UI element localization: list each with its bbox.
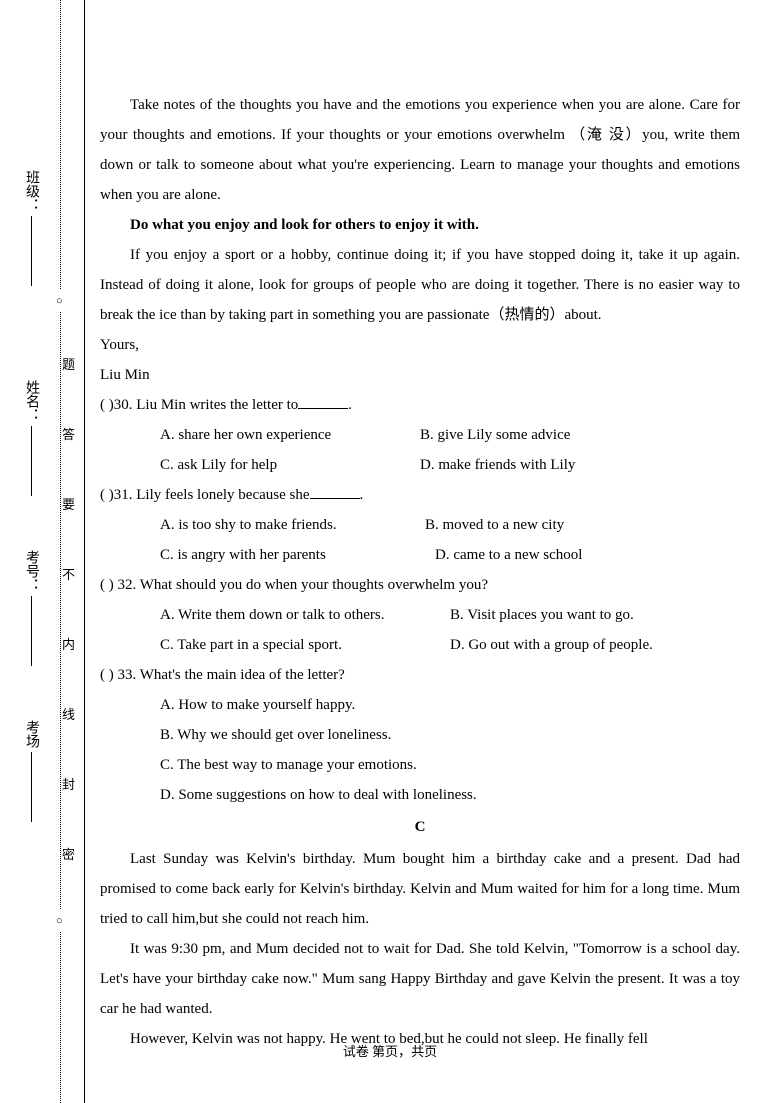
label-kaohao: 考号：	[17, 550, 45, 666]
circle-mark: ○	[56, 910, 63, 932]
seal-char: 答	[62, 420, 75, 450]
q30-opts-row1: A. share her own experienceB. give Lily …	[100, 420, 740, 450]
closing-yours: Yours,	[100, 330, 740, 360]
seal-char: 密	[62, 840, 75, 870]
q32-opts-row2: C. Take part in a special sport.D. Go ou…	[100, 630, 740, 660]
passage1-p1: Take notes of the thoughts you have and …	[100, 90, 740, 210]
page-footer: 试卷 第页，共页	[0, 1039, 780, 1065]
label-xingming: 姓名：	[17, 380, 45, 496]
passage1-p2: If you enjoy a sport or a hobby, continu…	[100, 240, 740, 330]
label-kaochang: 考场	[17, 720, 45, 822]
seal-char: 题	[62, 350, 75, 380]
q33-opt-b: B. Why we should get over loneliness.	[100, 720, 740, 750]
q33-opt-a: A. How to make yourself happy.	[100, 690, 740, 720]
vertical-labels: 班级： 姓名： 考号： 考场	[5, 0, 45, 1103]
seal-char: 封	[62, 770, 75, 800]
closing-name: Liu Min	[100, 360, 740, 390]
seal-line	[60, 0, 61, 1103]
q31-opts-row2: C. is angry with her parentsD. came to a…	[100, 540, 740, 570]
q30-opts-row2: C. ask Lily for helpD. make friends with…	[100, 450, 740, 480]
seal-char: 线	[62, 700, 75, 730]
passage2-p2: It was 9:30 pm, and Mum decided not to w…	[100, 934, 740, 1024]
passage2-p1: Last Sunday was Kelvin's birthday. Mum b…	[100, 844, 740, 934]
binding-margin: 班级： 姓名： 考号： 考场 ○ 题 答 要 不 内 线 封 密 ○	[0, 0, 85, 1103]
q33-stem: ( ) 33. What's the main idea of the lett…	[100, 660, 740, 690]
q32-stem: ( ) 32. What should you do when your tho…	[100, 570, 740, 600]
section-c-heading: C	[100, 812, 740, 842]
passage1-heading: Do what you enjoy and look for others to…	[100, 210, 740, 240]
q32-opts-row1: A. Write them down or talk to others.B. …	[100, 600, 740, 630]
seal-char: 不	[62, 560, 75, 590]
q33-opt-c: C. The best way to manage your emotions.	[100, 750, 740, 780]
content-area: Take notes of the thoughts you have and …	[100, 90, 740, 1054]
q33-opt-d: D. Some suggestions on how to deal with …	[100, 780, 740, 810]
label-banji: 班级：	[17, 170, 45, 286]
q31-stem: ( )31. Lily feels lonely because she.	[100, 480, 740, 510]
seal-char: 要	[62, 490, 75, 520]
q30-stem: ( )30. Liu Min writes the letter to.	[100, 390, 740, 420]
circle-mark: ○	[56, 290, 63, 312]
seal-char: 内	[62, 630, 75, 660]
q31-opts-row1: A. is too shy to make friends.B. moved t…	[100, 510, 740, 540]
